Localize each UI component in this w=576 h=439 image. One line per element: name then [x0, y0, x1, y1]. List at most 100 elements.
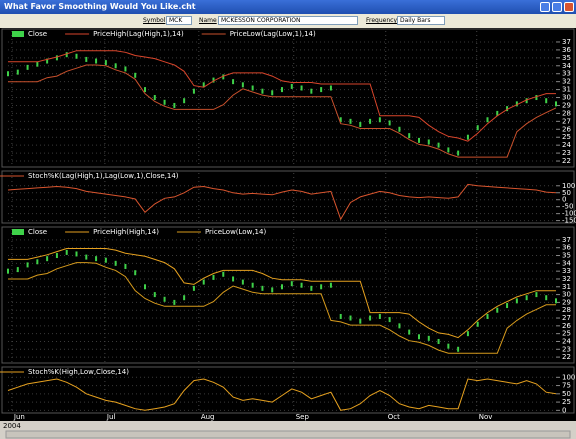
close-bar — [466, 331, 469, 337]
close-bar — [104, 257, 107, 263]
close-bar — [339, 117, 342, 123]
legend-label: Stoch%K(Lag(High,1),Lag(Low,1),Close,14) — [28, 172, 179, 180]
x-tick-label: Oct — [388, 413, 400, 421]
title-bar: What Favor Smoothing Would You Like.cht — [0, 0, 576, 14]
close-bar — [349, 315, 352, 321]
close-bar — [124, 66, 127, 72]
close-bar — [457, 346, 460, 352]
close-bar — [545, 295, 548, 301]
y-tick-label: 28 — [562, 109, 571, 117]
y-tick-label: 30 — [562, 291, 571, 299]
y-tick-label: 37 — [562, 38, 571, 46]
close-bar — [95, 256, 98, 262]
close-bar — [16, 267, 19, 273]
close-bar — [281, 87, 283, 93]
close-bar — [290, 281, 293, 287]
close-bar — [202, 279, 205, 285]
close-bar — [388, 120, 391, 126]
close-bar — [163, 296, 166, 302]
close-bar — [114, 63, 117, 69]
y-tick-label: 29 — [562, 298, 571, 306]
y-tick-label: 0 — [562, 406, 566, 414]
y-tick-label: 24 — [562, 141, 571, 149]
close-bar — [95, 58, 98, 64]
close-bar — [232, 79, 235, 85]
close-bar — [486, 117, 489, 123]
close-bar — [85, 56, 88, 62]
x-tick-label: Aug — [201, 413, 215, 421]
y-tick-label: 33 — [562, 267, 571, 275]
y-tick-label: 32 — [562, 275, 571, 283]
legend-label: PriceHigh(High,14) — [93, 228, 159, 236]
close-bar — [388, 317, 391, 323]
close-bar — [114, 260, 117, 266]
y-tick-label: 37 — [562, 236, 571, 244]
close-bar — [310, 285, 313, 291]
close-bar — [427, 335, 430, 341]
panel-frame — [1, 226, 575, 364]
name-label: Name — [199, 17, 217, 24]
frequency-field[interactable]: Daily Bars — [397, 16, 445, 25]
close-bar — [515, 298, 518, 304]
y-tick-label: 25 — [562, 330, 571, 338]
y-tick-label: 23 — [562, 345, 571, 353]
close-bar — [329, 85, 332, 91]
y-tick-label: 75 — [562, 382, 571, 390]
close-bar — [290, 83, 293, 89]
y-tick-label: 35 — [562, 252, 571, 260]
close-bar — [173, 299, 176, 305]
y-tick-label: 36 — [562, 46, 571, 54]
close-bar — [134, 72, 137, 78]
legend-label: Close — [28, 30, 47, 38]
close-bar — [525, 98, 528, 104]
close-button[interactable] — [564, 2, 574, 12]
close-bar — [555, 298, 557, 304]
name-field[interactable]: MCKESSON CORPORATION — [218, 16, 358, 25]
panel-frame — [1, 366, 575, 414]
minimize-button[interactable] — [540, 2, 550, 12]
close-bar — [55, 253, 58, 259]
close-bar — [378, 117, 381, 123]
legend-label: PriceLow(Lag(Low,1),14) — [230, 30, 316, 38]
y-tick-label: 22 — [562, 157, 571, 165]
toolbar: Symbol MCK Name MCKESSON CORPORATION Fre… — [0, 14, 576, 28]
close-bar — [496, 307, 499, 313]
close-bar — [535, 292, 538, 298]
series-line — [8, 248, 556, 339]
window-title: What Favor Smoothing Would You Like.cht — [4, 2, 196, 11]
legend-label: Close — [28, 228, 47, 236]
symbol-field[interactable]: MCK — [166, 16, 192, 25]
y-tick-label: 34 — [562, 259, 571, 267]
close-bar — [496, 110, 499, 116]
panel-frame — [1, 170, 575, 224]
y-tick-label: 50 — [562, 390, 571, 398]
scrollbar[interactable] — [5, 430, 571, 439]
close-bar — [26, 262, 29, 268]
y-tick-label: 34 — [562, 62, 571, 70]
maximize-button[interactable] — [552, 2, 562, 12]
y-tick-label: 31 — [562, 86, 571, 94]
close-bar — [65, 52, 68, 58]
close-bar — [261, 285, 264, 291]
close-bar — [241, 82, 244, 88]
close-bar — [241, 279, 244, 285]
y-tick-label: 23 — [562, 149, 571, 157]
y-tick-label: 26 — [562, 125, 571, 133]
close-bar — [369, 118, 372, 124]
y-tick-label: 50 — [562, 189, 571, 197]
y-tick-label: 27 — [562, 117, 571, 125]
close-bar — [36, 61, 39, 67]
close-bar — [359, 122, 362, 128]
close-bar — [75, 53, 78, 59]
close-bar — [447, 343, 450, 349]
legend-label: PriceLow(Low,14) — [205, 228, 267, 236]
close-bar — [134, 270, 137, 276]
y-tick-label: 32 — [562, 78, 571, 86]
series-line — [8, 50, 556, 142]
legend-swatch — [12, 229, 24, 235]
close-bar — [418, 137, 420, 143]
panel-frame — [1, 28, 575, 168]
close-bar — [339, 313, 342, 319]
symbol-label: Symbol — [143, 17, 166, 24]
close-bar — [476, 125, 479, 131]
